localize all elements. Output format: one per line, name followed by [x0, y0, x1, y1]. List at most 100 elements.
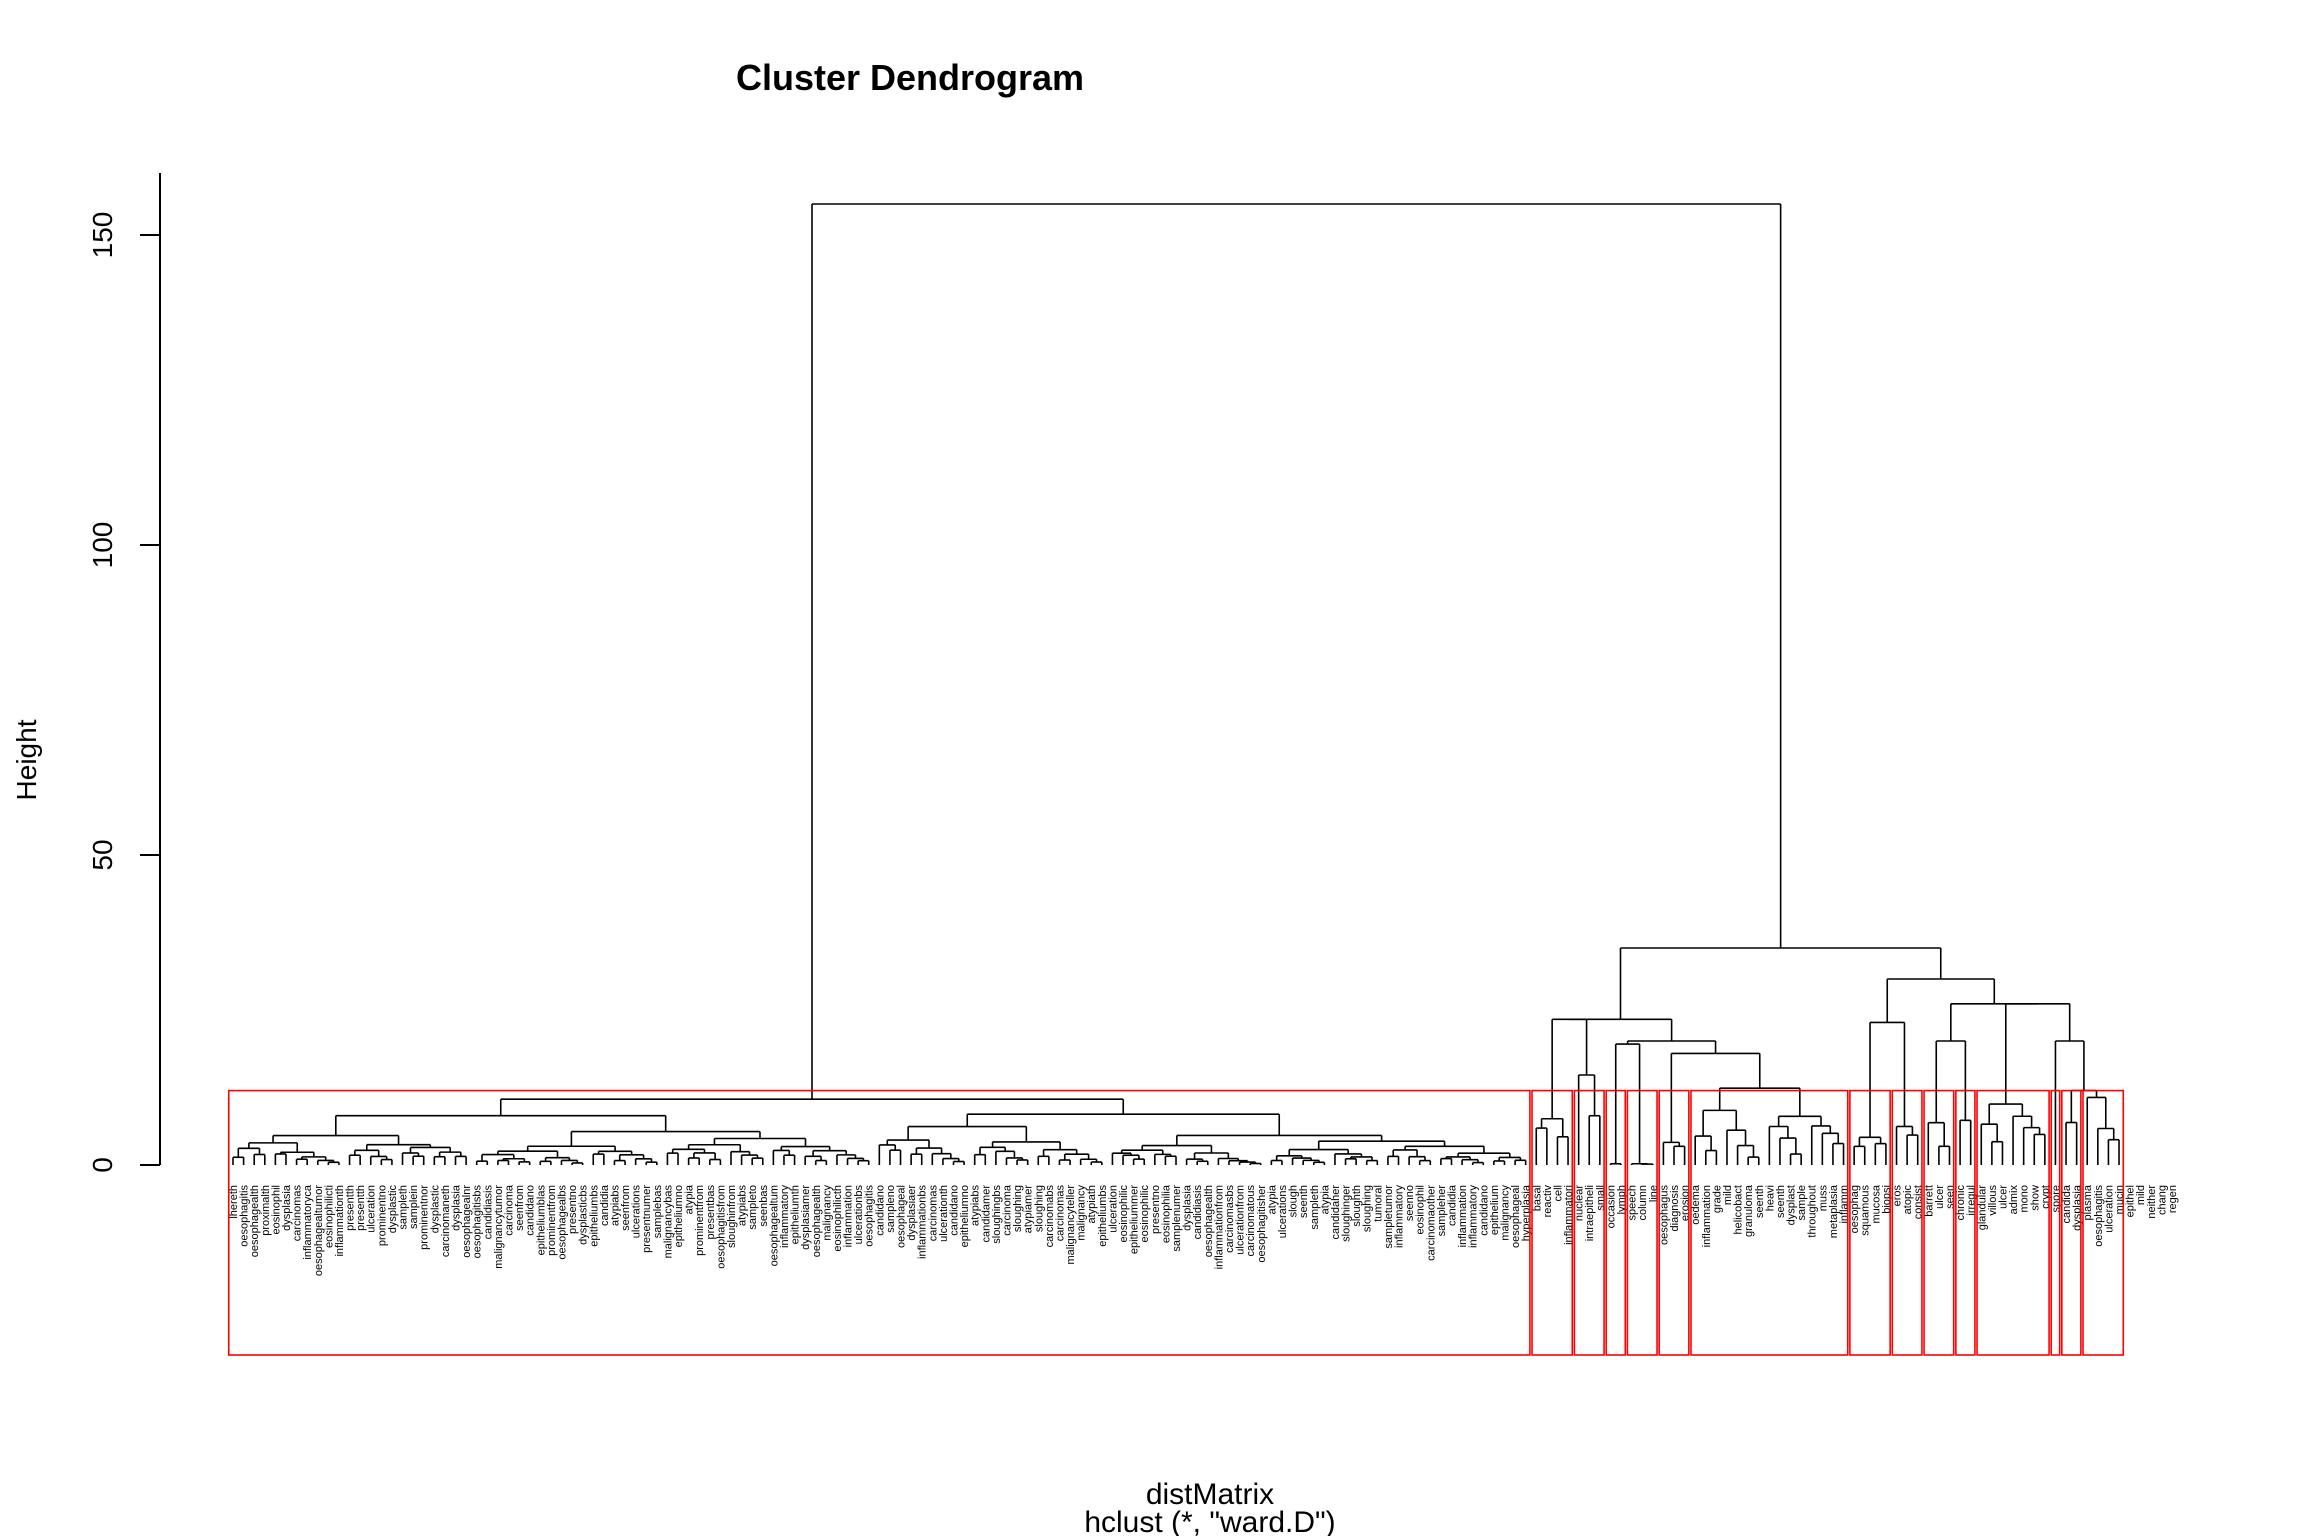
leaf-label: candidano: [874, 1185, 886, 1236]
leaf-label: inflammatoryca: [302, 1184, 314, 1259]
leaf-label: sloughth: [1351, 1185, 1363, 1227]
leaf-label: ulcerations: [631, 1185, 643, 1239]
cluster-rect: [1658, 1089, 1690, 1356]
leaf-label: epithel: [2125, 1185, 2137, 1217]
x-axis-label: distMatrix: [1146, 1478, 1274, 1511]
leaf-label: intraepitheli: [1584, 1185, 1596, 1241]
leaf-label: carcinomaother: [1425, 1185, 1437, 1261]
leaf-label: plasma: [2082, 1184, 2094, 1220]
leaf-label: seenth: [1298, 1185, 1310, 1218]
leaf-label: atypiath: [1086, 1185, 1098, 1224]
leaf-label: oesophageal: [1510, 1185, 1522, 1248]
leaf-label: atopic: [1902, 1185, 1914, 1215]
leaf-label: ulceration: [1107, 1185, 1119, 1233]
leaf-label: seenbas: [758, 1185, 770, 1227]
cluster-rect: [1976, 1089, 2050, 1356]
leaf-label: sloughingbs: [991, 1185, 1003, 1244]
leaf-label: carcinomabs: [1044, 1185, 1056, 1248]
leaf-label: ulcerationbs: [853, 1185, 865, 1245]
chart-subtitle: hclust (*, "ward.D"): [1084, 1506, 1335, 1536]
leaf-label: atypiabs: [737, 1185, 749, 1226]
leaf-label: atypia: [1319, 1184, 1331, 1214]
leaf-label: mild: [2135, 1185, 2147, 1205]
leaf-label: oesophagealbs: [556, 1185, 568, 1260]
leaf-label: seenfrom: [514, 1185, 526, 1231]
leaf-label: mucosa: [1870, 1184, 1882, 1223]
leaf-label: epitheliumblas: [535, 1185, 547, 1256]
cluster-rect: [2050, 1089, 2061, 1356]
leaf-label: mono: [2019, 1185, 2031, 1213]
leaf-label: speech: [1627, 1185, 1639, 1220]
y-tick-label: 100: [87, 522, 118, 569]
leaf-label: oedema: [1690, 1184, 1702, 1225]
leaf-label: atypiabs: [970, 1185, 982, 1226]
leaf-label: grade: [1711, 1185, 1723, 1213]
leaf-label: ulceration: [2103, 1185, 2115, 1233]
leaf-label: lhereth: [228, 1185, 240, 1219]
leaf-label: occasion: [1605, 1185, 1617, 1228]
leaf-label: candidiasis: [482, 1185, 494, 1240]
leaf-label: dysplasticbs: [578, 1185, 590, 1245]
leaf-label: samplenumer: [1171, 1185, 1183, 1252]
leaf-label: seenth: [1775, 1185, 1787, 1218]
leaf-label: carcinomas: [1054, 1185, 1066, 1242]
leaf-label: inflammationth: [334, 1185, 346, 1257]
leaf-label: eosinophilia: [1160, 1184, 1172, 1243]
leaf-label: malignancytumor: [493, 1185, 505, 1269]
leaf-label: oesophagitisbs: [472, 1185, 484, 1259]
leaf-label: sloughinfrom: [726, 1185, 738, 1248]
cluster-rectangles: [227, 1089, 2125, 1356]
leaf-label: presentno: [567, 1185, 579, 1234]
leaf-label: muss: [1817, 1185, 1829, 1212]
leaf-label: metaplasia: [1828, 1184, 1840, 1238]
leaf-label: eros: [1892, 1185, 1904, 1207]
cluster-rect: [1690, 1089, 1849, 1356]
leaf-label: inflammation: [1457, 1185, 1469, 1247]
leaf-label: neither: [2146, 1185, 2158, 1219]
leaf-label: oesophagus: [1658, 1185, 1670, 1245]
leaf-label: presentbas: [705, 1185, 717, 1240]
leaf-label: samplein: [408, 1185, 420, 1229]
leaf-label: ulcerations: [1277, 1185, 1289, 1239]
leaf-label: malignancy: [1499, 1185, 1511, 1241]
leaf-label: glandular: [1976, 1185, 1988, 1231]
leaf-label: dysplasia: [451, 1184, 463, 1231]
leaf-label: seenno: [1404, 1185, 1416, 1221]
cluster-rect: [1573, 1089, 1605, 1356]
leaf-label: candidia: [599, 1184, 611, 1226]
leaf-label: dysplasia: [281, 1184, 293, 1231]
leaf-label: atypia: [684, 1184, 696, 1214]
leaf-label: carcinomatous: [1245, 1185, 1257, 1257]
dendrogram-tree: [232, 203, 2120, 1165]
leaf-label: dysplastic: [387, 1185, 399, 1234]
leaf-label: oesophagealth: [1203, 1185, 1215, 1257]
leaf-labels: lherethoesophagitisoesophagealthproximal…: [228, 1184, 2179, 1276]
cluster-rect: [1531, 1089, 1574, 1356]
leaf-label: oesophag: [1849, 1185, 1861, 1233]
leaf-label: prominentfrom: [694, 1185, 706, 1256]
leaf-label: ulceration: [366, 1185, 378, 1233]
leaf-label: candidano: [949, 1185, 961, 1236]
leaf-label: epitheliumbs: [588, 1185, 600, 1247]
leaf-label: inflammatory: [1468, 1185, 1480, 1248]
leaf-label: candidano: [1478, 1185, 1490, 1236]
leaf-label: presentth: [345, 1185, 357, 1231]
leaf-label: chronic: [1955, 1185, 1967, 1221]
leaf-label: helicobact: [1733, 1185, 1745, 1235]
leaf-label: eosinophil: [1415, 1185, 1427, 1235]
leaf-label: sampleto: [747, 1185, 759, 1230]
leaf-label: sampleher: [1436, 1185, 1448, 1237]
leaf-label: epithelium: [1489, 1185, 1501, 1235]
leaf-label: sampleno: [885, 1185, 897, 1233]
leaf-label: oesophagealtum: [768, 1185, 780, 1266]
leaf-label: oesophagealnr: [461, 1185, 473, 1258]
leaf-label: seenth: [1754, 1185, 1766, 1218]
leaf-label: oesophagealtumor: [313, 1185, 325, 1276]
leaf-label: throughout: [1807, 1185, 1819, 1238]
leaf-label: malignancy: [1076, 1185, 1088, 1241]
leaf-label: mild: [1722, 1185, 1734, 1205]
leaf-label: oesophagealth: [811, 1185, 823, 1257]
leaf-label: epitheliumno: [673, 1185, 685, 1247]
leaf-label: proximalth: [260, 1185, 272, 1236]
leaf-label: candidiasis: [1192, 1185, 1204, 1240]
